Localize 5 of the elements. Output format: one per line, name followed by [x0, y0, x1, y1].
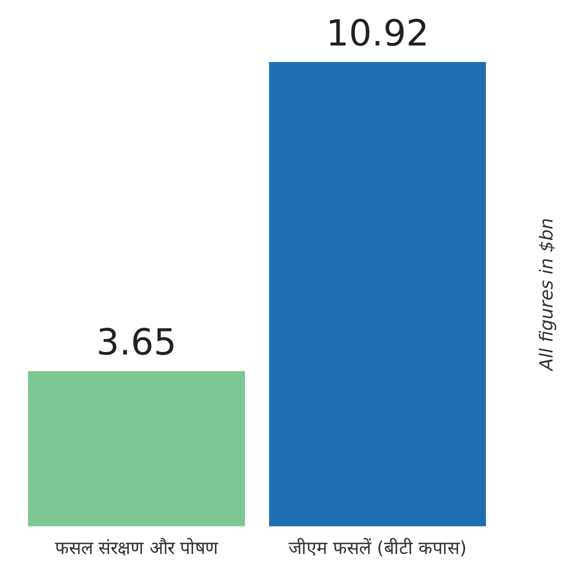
x-tick-label: जीएम फसलें (बीटी कपास) — [288, 536, 467, 559]
text: All figures in $bn — [536, 218, 558, 372]
data-label: 10.92 — [326, 13, 430, 54]
data-label: 3.65 — [96, 322, 177, 364]
x-tick-label: फसल संरक्षण और पोषण — [54, 536, 220, 559]
